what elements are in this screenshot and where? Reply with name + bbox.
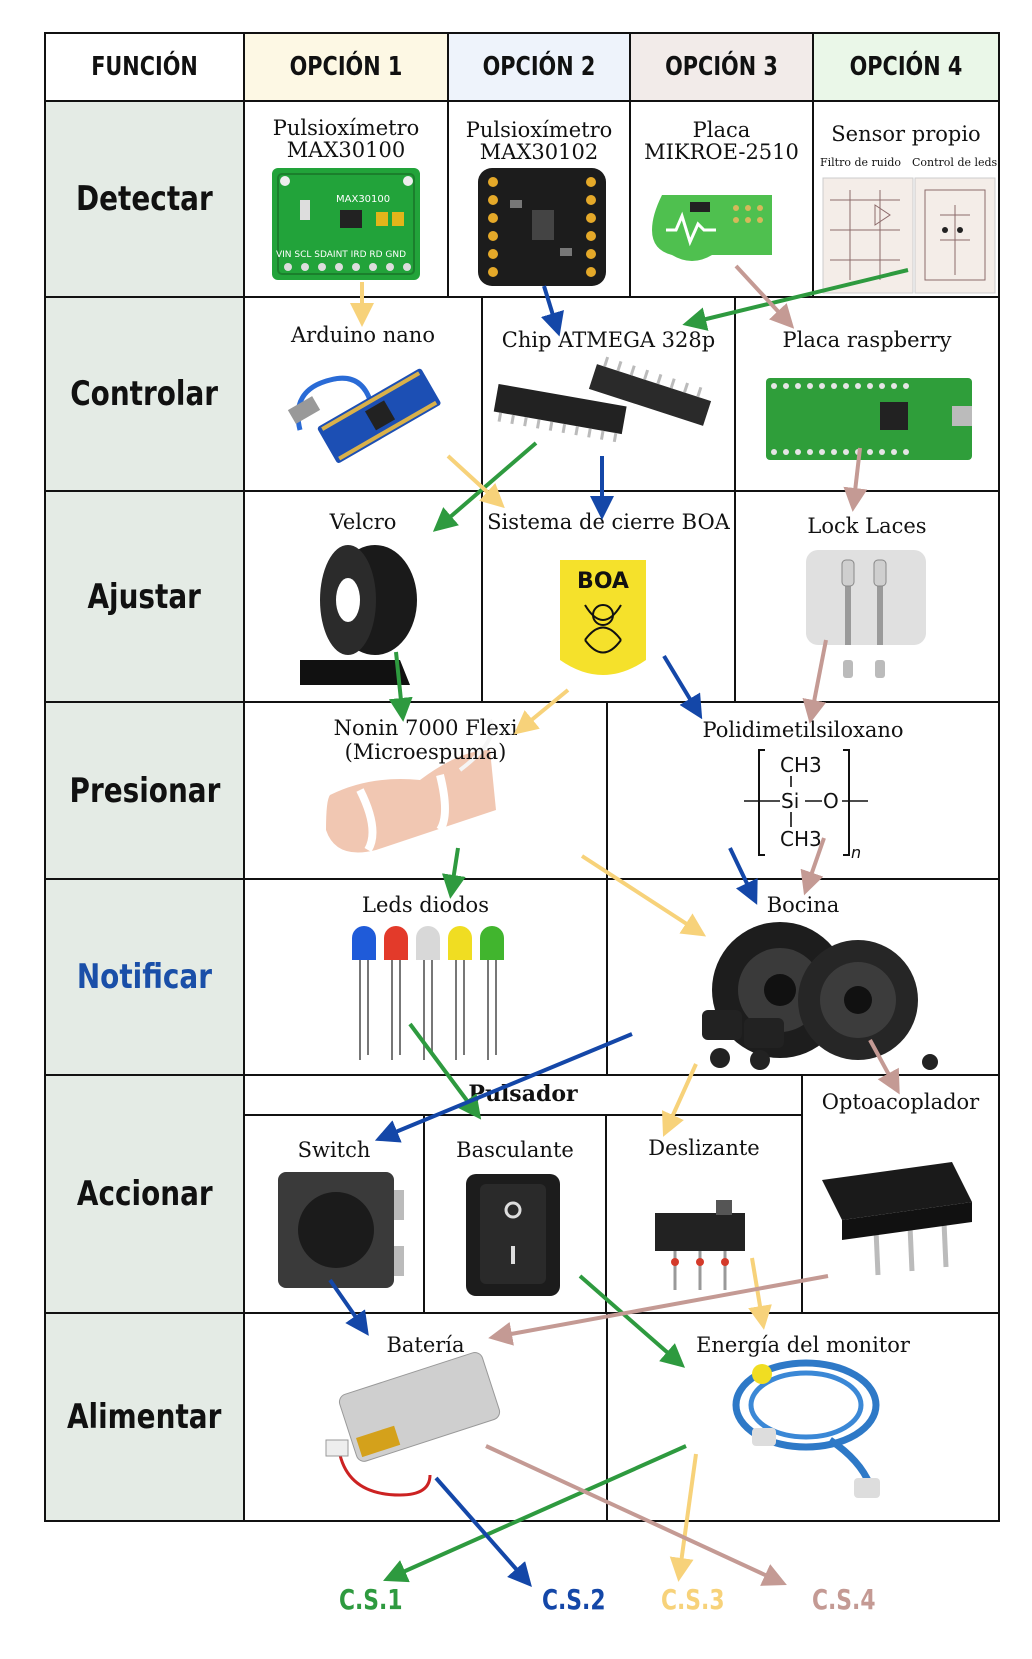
cs4-label: C.S.4: [803, 1583, 884, 1616]
monitor-cable-image: [732, 1359, 880, 1498]
atmega-chip-image: [493, 356, 712, 443]
function-alimentar: Alimentar: [44, 1312, 245, 1522]
arduino-nano-image: [287, 368, 441, 463]
pdms-si: Si: [781, 789, 799, 813]
leds-image: [352, 926, 504, 1060]
cs2-text: C.S.2: [541, 1583, 606, 1616]
label-nonin-line1: Nonin 7000 Flexi: [333, 716, 518, 740]
cs3-text: C.S.3: [660, 1583, 725, 1616]
function-ajustar: Ajustar: [44, 490, 245, 703]
cs1-path: [383, 268, 909, 1583]
label-mikroe-line1: Placa: [692, 118, 751, 142]
cell-energia: [606, 1312, 1000, 1522]
label-lock-laces: Lock Laces: [807, 514, 927, 538]
header-funcion: FUNCIÓN: [91, 52, 198, 82]
function-presionar-label: Presionar: [69, 770, 220, 811]
velcro-roll-image: [300, 545, 417, 685]
cs1-label: C.S.1: [330, 1583, 411, 1616]
boa-logo-image: BOA: [560, 560, 646, 675]
label-bateria: Batería: [386, 1333, 465, 1357]
header-opcion2-cell: OPCIÓN 2: [447, 32, 631, 102]
function-notificar-label: Notificar: [76, 957, 213, 997]
label-nonin-line2: (Microespuma): [344, 740, 507, 764]
header-funcion-cell: FUNCIÓN: [44, 32, 245, 102]
header-opcion3-cell: OPCIÓN 3: [629, 32, 814, 102]
header-opcion4: OPCIÓN 4: [849, 52, 963, 82]
cs4-path: [485, 264, 900, 1586]
function-accionar-label: Accionar: [76, 1174, 213, 1214]
sensor-propio-schematic: [822, 177, 996, 294]
label-switch: Switch: [297, 1138, 371, 1162]
label-basculante: Basculante: [456, 1138, 574, 1162]
label-max30100-line2: MAX30100: [286, 138, 406, 162]
raspberry-pico-image: [766, 378, 972, 460]
header-opcion4-cell: OPCIÓN 4: [812, 32, 1000, 102]
battery-image: [325, 1352, 501, 1497]
label-arduino: Arduino nano: [291, 323, 435, 347]
label-control-leds: Control de leds: [912, 156, 998, 169]
label-sensor-propio: Sensor propio: [831, 122, 981, 146]
optocoupler-image: [822, 1162, 972, 1276]
function-notificar: Notificar: [44, 878, 245, 1076]
label-optoacoplador: Optoacoplador: [821, 1090, 980, 1114]
function-detectar: Detectar: [44, 100, 245, 298]
header-opcion3: OPCIÓN 3: [665, 52, 778, 82]
function-alimentar-label: Alimentar: [67, 1397, 222, 1437]
function-ajustar-label: Ajustar: [87, 576, 202, 617]
cs3-label: C.S.3: [652, 1583, 733, 1616]
header-opcion2: OPCIÓN 2: [482, 52, 596, 82]
cs2-label: C.S.2: [533, 1583, 614, 1616]
label-deslizante: Deslizante: [648, 1136, 760, 1160]
pdms-formula: CH3 Si O CH3 n: [744, 749, 868, 862]
label-leds: Leds diodos: [362, 893, 489, 917]
nonin-foot-image: [326, 719, 496, 853]
cs2-path: [328, 285, 758, 1588]
label-atmega: Chip ATMEGA 328p: [501, 328, 716, 352]
cs4-text: C.S.4: [811, 1583, 876, 1616]
label-max30102-line2: MAX30102: [479, 140, 599, 164]
function-controlar: Controlar: [44, 296, 245, 492]
cs1-text: C.S.1: [338, 1583, 403, 1616]
lock-laces-image: [806, 550, 926, 678]
function-presionar: Presionar: [44, 701, 245, 880]
max30100-chip-label: MAX30100: [336, 194, 391, 205]
label-max30102-line1: Pulsioxímetro: [465, 118, 613, 142]
max30100-board-image: [272, 168, 420, 280]
label-velcro: Velcro: [329, 510, 397, 534]
function-detectar-label: Detectar: [76, 179, 213, 219]
switch-button-image: [278, 1172, 404, 1288]
header-opcion1: OPCIÓN 1: [289, 52, 403, 82]
label-bocina: Bocina: [766, 893, 840, 917]
label-max30100-line1: Pulsioxímetro: [272, 116, 420, 140]
max30102-board-image: [478, 168, 606, 286]
pdms-ch3-bottom: CH3: [780, 827, 822, 851]
slide-switch-image: [655, 1200, 745, 1290]
mikroe-board-image: [652, 195, 772, 261]
cs3-path: [350, 282, 772, 1582]
boa-logo-text: BOA: [577, 569, 629, 594]
label-energia: Energía del monitor: [696, 1333, 910, 1357]
label-filtro-ruido: Filtro de ruido: [820, 156, 902, 169]
label-mikroe-line2: MIKROE-2510: [644, 140, 799, 164]
max30100-pins-label: VIN SCL SDAINT IRD RD GND: [276, 250, 407, 260]
function-controlar-label: Controlar: [70, 374, 219, 414]
pdms-n: n: [851, 843, 861, 862]
label-raspberry: Placa raspberry: [782, 328, 952, 352]
speakers-image: [702, 922, 938, 1070]
rocker-switch-image: [466, 1174, 560, 1296]
pdms-ch3-top: CH3: [780, 753, 822, 777]
pdms-o: O: [823, 789, 839, 813]
